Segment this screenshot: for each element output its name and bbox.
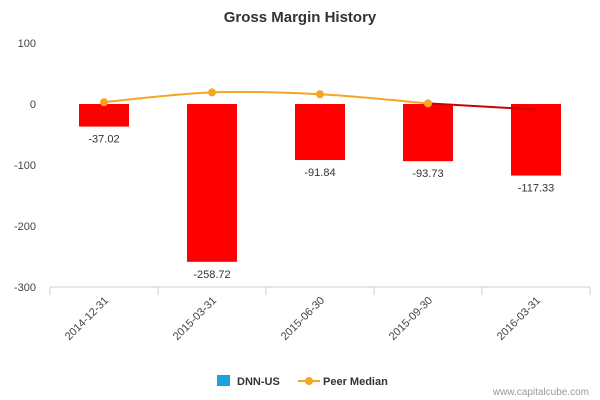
credit-text[interactable]: www.capitalcube.com — [492, 387, 589, 398]
data-label: -37.02 — [88, 134, 119, 146]
x-tick-label: 2015-09-30 — [387, 295, 435, 343]
legend-swatch-dnn-us — [217, 375, 230, 386]
bar-series — [79, 104, 561, 262]
y-axis: 100 0 -100 -200 -300 — [14, 38, 36, 294]
y-tick-label: 0 — [30, 99, 36, 111]
bar[interactable] — [187, 104, 237, 262]
data-label: -117.33 — [518, 183, 555, 195]
peer-median-line-tail — [427, 102, 537, 111]
legend-label-dnn-us[interactable]: DNN-US — [237, 376, 280, 388]
bar[interactable] — [511, 104, 561, 176]
bar[interactable] — [79, 104, 129, 127]
data-labels: -37.02 -258.72 -91.84 -93.73 -117.33 — [88, 134, 554, 281]
y-tick-label: -200 — [14, 221, 36, 233]
legend-label-peer-median[interactable]: Peer Median — [323, 376, 388, 388]
y-tick-label: 100 — [18, 38, 36, 50]
y-tick-label: -300 — [14, 282, 36, 294]
peer-median-point[interactable] — [316, 90, 324, 99]
data-label: -258.72 — [193, 269, 230, 281]
peer-median-line — [103, 90, 429, 105]
x-axis: 2014-12-31 2015-03-31 2015-06-30 2015-09-30… — [49, 286, 591, 343]
chart-title: Gross Margin History — [224, 9, 377, 26]
peer-median-series — [100, 88, 537, 111]
bar[interactable] — [403, 104, 453, 162]
x-tick-label: 2016-03-31 — [495, 295, 543, 343]
peer-median-point[interactable] — [208, 88, 216, 97]
x-tick-label: 2014-12-31 — [63, 295, 111, 343]
bar[interactable] — [295, 104, 345, 161]
data-label: -93.73 — [412, 168, 443, 180]
x-tick-label: 2015-03-31 — [171, 295, 219, 343]
data-label: -91.84 — [304, 167, 335, 179]
legend-marker-peer-median — [305, 377, 313, 385]
peer-median-point[interactable] — [424, 99, 432, 108]
legend: DNN-US Peer Median — [217, 375, 388, 388]
peer-median-point[interactable] — [100, 98, 108, 107]
x-tick-label: 2015-06-30 — [279, 295, 327, 343]
y-tick-label: -100 — [14, 160, 36, 172]
